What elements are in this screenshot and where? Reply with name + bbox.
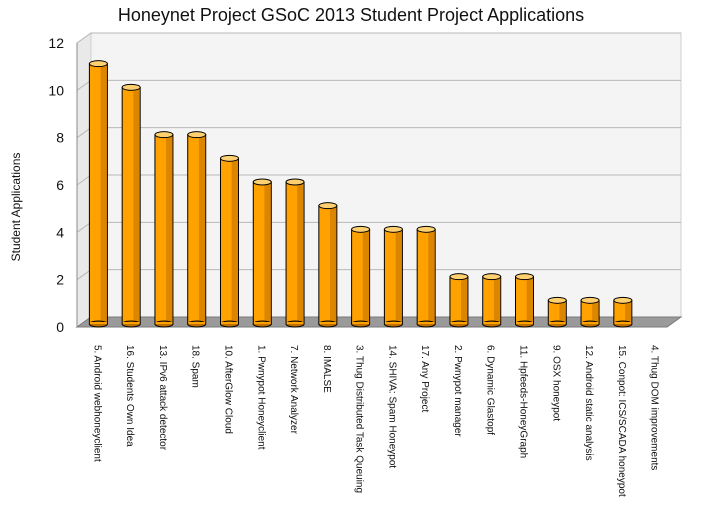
bar-shade	[395, 230, 403, 324]
x-tick-label: 4. Thug DOM improvements	[649, 345, 660, 470]
bar-shade	[231, 159, 239, 324]
bar-base-fill	[89, 322, 107, 324]
bar-base-fill	[221, 322, 238, 324]
x-tick-label: 5. Android webhoneyclient	[91, 345, 102, 462]
x-tick-label: 2. Pwnypot manager	[452, 345, 463, 437]
x-tick-label: 6. Dynamic Glastopf	[485, 345, 496, 435]
bar-shade	[100, 64, 108, 325]
bar-base-fill	[614, 322, 632, 324]
bar-shade	[362, 230, 370, 324]
bar-top	[220, 154, 239, 162]
bar-top	[416, 225, 436, 233]
bar-top	[121, 83, 141, 91]
bar-shade	[493, 277, 501, 324]
y-tick-label: 8	[56, 130, 64, 146]
x-tick-label: 17. Any Project	[419, 345, 430, 412]
x-tick-label: 16. Students Own Idea	[124, 345, 135, 447]
y-tick-label: 12	[48, 35, 64, 51]
bar-top	[482, 273, 502, 281]
y-tick-label: 2	[56, 272, 64, 288]
bar-top	[88, 60, 108, 68]
bar-shade	[592, 301, 599, 324]
bar-top	[580, 296, 600, 304]
x-tick-label: 7. Network Analyzer	[288, 345, 299, 435]
bar-shade	[461, 277, 468, 324]
x-tick-label: 11. Hpfeeds-HoneyGraph	[518, 345, 529, 458]
bar-base-fill	[516, 322, 533, 324]
bar-top	[515, 273, 534, 281]
bar-base-fill	[286, 322, 304, 324]
bar-top	[285, 178, 305, 186]
x-tick-label: 9. OSX honeypot	[550, 345, 561, 421]
x-tick-label: 10. AfterGlow Cloud	[223, 345, 234, 434]
bar-base-fill	[253, 322, 271, 324]
y-tick-label: 4	[56, 224, 64, 240]
bar-shade	[297, 183, 304, 324]
bar-shade	[624, 301, 632, 324]
bar-top	[351, 225, 371, 233]
bar-top	[318, 202, 338, 210]
bar-base-fill	[417, 322, 435, 324]
y-tick-label: 6	[56, 177, 64, 193]
bar-top	[613, 296, 633, 304]
bar-base-fill	[450, 322, 468, 324]
gridline	[76, 32, 681, 44]
bar-base-fill	[319, 322, 337, 324]
y-axis-title: Student Applications	[9, 153, 23, 262]
bar-shade	[166, 135, 173, 324]
bar-base-fill	[122, 322, 140, 324]
bar-shade	[526, 277, 534, 324]
chart-title: Honeynet Project GSoC 2013 Student Proje…	[117, 5, 585, 25]
x-tick-label: 13. IPv6 attack detector	[157, 345, 168, 451]
x-tick-label: 14. SHIVA: Spam Honeypot	[386, 345, 397, 468]
bar-base-fill	[483, 322, 501, 324]
bar-top	[187, 131, 207, 139]
bar-top	[449, 273, 469, 281]
x-tick-label: 1. Pwnypot Honeyclient	[255, 345, 266, 450]
bar-base-fill	[548, 322, 566, 324]
x-tick-label: 3. Thug Distributed Task Queuing	[354, 345, 365, 493]
x-tick-label: 12. Android static analysis	[583, 345, 594, 461]
x-tick-label: 8. IMALSE	[321, 345, 332, 393]
bar-shade	[198, 135, 206, 324]
bar-base-fill	[384, 322, 402, 324]
bar-top	[547, 296, 567, 304]
bar-shade	[133, 88, 140, 324]
bar-base-fill	[581, 322, 599, 324]
bar-top	[383, 225, 403, 233]
bar-base-fill	[188, 322, 206, 324]
bar-base-fill	[155, 322, 173, 324]
y-tick-label: 10	[48, 82, 64, 98]
bar-base-fill	[352, 322, 370, 324]
bar-top	[154, 131, 174, 139]
bar-shade	[428, 230, 435, 324]
bar-shade	[264, 183, 271, 324]
x-tick-label: 18. Spam	[190, 345, 201, 388]
y-tick-label: 0	[56, 319, 64, 335]
x-tick-label: 15. Conpot: ICS/SCADA honeypot	[616, 345, 627, 497]
bar-shade	[329, 206, 337, 324]
bar-shade	[559, 301, 566, 324]
bar-top	[252, 178, 272, 186]
